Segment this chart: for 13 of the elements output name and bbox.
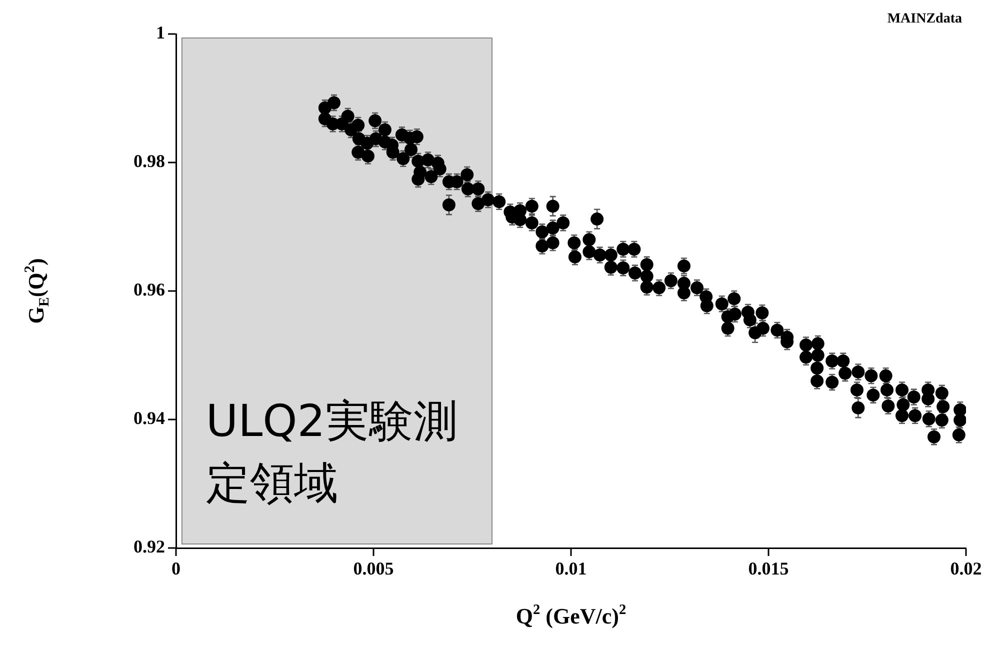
- x-tick-label: 0: [172, 558, 180, 578]
- x-tick-label: 0.01: [555, 558, 587, 578]
- x-tick-label: 0.02: [950, 558, 982, 578]
- text: MAINZdata: [887, 12, 962, 27]
- y-tick-label: 0.98: [134, 151, 165, 172]
- y-axis-title: GE(Q2): [22, 258, 52, 324]
- y-tick-label: 0.96: [134, 280, 165, 300]
- band-label: ULQ2実験測定領域: [206, 396, 458, 509]
- x-tick-label: 0.015: [748, 558, 789, 578]
- y-tick-label: 0.94: [134, 408, 165, 428]
- x-tick-label: 0.005: [353, 558, 394, 578]
- y-tick-label: 1: [156, 22, 165, 43]
- y-tick-label: 0.92: [134, 536, 165, 557]
